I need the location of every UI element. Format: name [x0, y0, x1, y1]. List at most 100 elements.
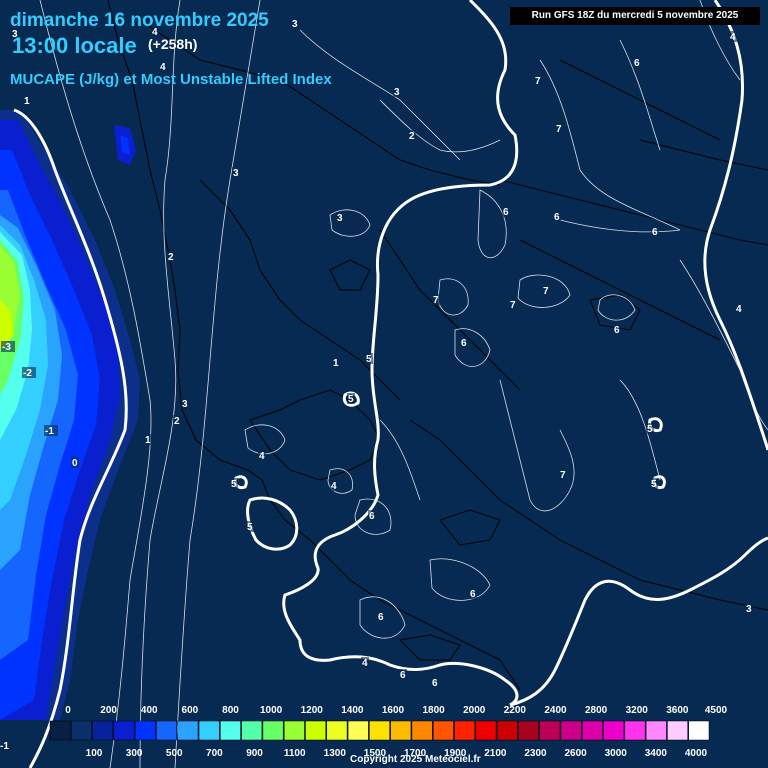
- contour-label: 6: [369, 511, 375, 522]
- legend-swatch: [560, 720, 582, 741]
- legend-swatch: [49, 720, 71, 741]
- legend-swatch: [496, 720, 518, 741]
- contour-label: 4: [362, 658, 368, 669]
- contour-label: 4: [152, 27, 158, 38]
- legend-swatch: [326, 720, 348, 741]
- contour-label-bg: [232, 167, 240, 178]
- legend-top-tick: 1800: [423, 705, 446, 716]
- contour-label-bg: [735, 303, 743, 314]
- legend-swatch: [624, 720, 646, 741]
- contour-label: 7: [556, 124, 562, 135]
- contour-label: 3: [233, 168, 239, 179]
- legend-top-tick: 2800: [585, 705, 608, 716]
- contour-label-bg: [159, 61, 167, 72]
- contour-label: 7: [543, 286, 549, 297]
- legend-bottom-tick: 1100: [284, 748, 306, 759]
- legend-top-tick: 2000: [463, 705, 486, 716]
- contour-label-bg: [650, 478, 658, 489]
- contour-label: 2: [409, 131, 415, 142]
- contour-label-bg: [377, 611, 385, 622]
- legend-top-tick: 3600: [666, 705, 689, 716]
- legend-swatch: [518, 720, 539, 741]
- legend-bottom-tick: 100: [86, 748, 103, 759]
- legend-bottom-tick: 3400: [645, 748, 668, 759]
- contour-label: 7: [535, 76, 541, 87]
- legend-top-tick: 3200: [626, 705, 649, 716]
- contour-label-bg: [729, 31, 737, 42]
- color-legend: 0 200 400 600 800 1000 1200 1400 1600 1800 2000 220…: [49, 705, 728, 759]
- legend-bottom-tick: 300: [126, 748, 143, 759]
- contour-label-bg: [431, 677, 439, 688]
- legend-top-tick: 1400: [341, 705, 364, 716]
- contour-label: 5: [247, 522, 253, 533]
- legend-bottom-tick: 500: [166, 748, 183, 759]
- contour-label: -1: [0, 741, 9, 752]
- contour-label-bg: [22, 367, 36, 378]
- legend-swatch: [262, 720, 284, 741]
- contour-label-bg: [151, 26, 159, 37]
- legend-swatch: [603, 720, 625, 741]
- legend-swatch: [177, 720, 199, 741]
- contour-label-bg: [361, 657, 369, 668]
- contour-label: 0: [72, 458, 78, 469]
- contour-label-bg: [509, 299, 517, 310]
- li-thick-contours: [13, 0, 768, 768]
- contour-label-bg: [1, 341, 15, 352]
- legend-top-tick: 0: [65, 705, 71, 716]
- contour-label: 3: [394, 87, 400, 98]
- forecast-time: 13:00 locale: [12, 33, 137, 58]
- contour-label-bg: [71, 457, 79, 468]
- contour-label: 4: [730, 32, 736, 43]
- legend-top-tick: 600: [182, 705, 199, 716]
- contour-label-bg: [646, 423, 654, 434]
- contour-label-bg: [555, 123, 563, 134]
- contour-label-bg: [393, 86, 401, 97]
- legend-bottom-tick: 1900: [444, 748, 467, 759]
- contour-label-bg: [469, 588, 477, 599]
- legend-swatch: [347, 720, 369, 741]
- contour-label-bg: [330, 480, 338, 491]
- contour-label-bg: [559, 469, 567, 480]
- contour-label-bg: [745, 603, 753, 614]
- contour-label-bg: [258, 450, 266, 461]
- contour-label-bg: [336, 212, 344, 223]
- contour-label-bg: [0, 740, 13, 751]
- legend-bottom-ticks: 100 300 500 700 900 1100 1300 1500 1700 1900 2100 2…: [86, 748, 708, 759]
- legend-swatch: [220, 720, 241, 741]
- legend-swatch: [113, 720, 135, 741]
- model-run-label: Run GFS 18Z du mercredi 5 novembre 2025: [510, 7, 760, 25]
- legend-swatch: [667, 720, 688, 741]
- contour-label-bg: [23, 95, 31, 106]
- contour-label: 6: [614, 325, 620, 336]
- legend-swatch: [241, 720, 263, 741]
- contour-label-bg: [460, 337, 468, 348]
- contour-label-bg: [365, 353, 373, 364]
- contour-label-bg: [332, 357, 340, 368]
- contour-label: 4: [259, 451, 265, 462]
- legend-bottom-tick: 1500: [364, 748, 387, 759]
- legend-top-ticks: 0 200 400 600 800 1000 1200 1400 1600 1800 2000 220…: [65, 705, 727, 716]
- legend-swatch: [369, 720, 390, 741]
- contour-label-bg: [502, 206, 510, 217]
- contour-label-bg: [11, 28, 19, 39]
- legend-swatch: [134, 720, 156, 741]
- legend-swatch: [198, 720, 220, 741]
- contour-label-bg: [633, 57, 641, 68]
- legend-swatch: [688, 720, 710, 741]
- contour-label: 6: [503, 207, 509, 218]
- legend-swatch: [92, 720, 114, 741]
- legend-top-tick: 1200: [301, 705, 324, 716]
- contour-label: 3: [292, 19, 298, 30]
- contour-label-bg: [173, 415, 181, 426]
- legend-top-tick: 2200: [504, 705, 527, 716]
- contour-label: 5: [231, 479, 237, 490]
- contour-label-bg: [432, 294, 440, 305]
- contour-label: 5: [366, 354, 372, 365]
- contour-label: -1: [45, 426, 54, 437]
- contour-label: 6: [470, 589, 476, 600]
- contour-label: 5: [651, 479, 657, 490]
- contour-label-bg: [534, 75, 542, 86]
- contour-label-bg: [368, 510, 376, 521]
- contour-label: 3: [746, 604, 752, 615]
- contour-label: 6: [634, 58, 640, 69]
